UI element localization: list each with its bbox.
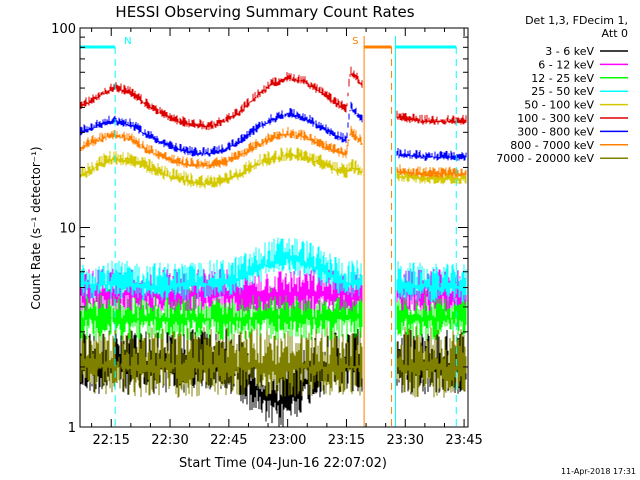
legend-header-line2: Att 0 (602, 27, 628, 40)
legend-label-2: 12 - 25 keV (531, 72, 594, 85)
series-25-50-kev-post-saa (396, 261, 467, 303)
series-100-300-kev-post-saa (396, 110, 467, 125)
legend-label-3: 25 - 50 keV (531, 85, 594, 98)
legend-label-6: 300 - 800 keV (517, 125, 594, 138)
x-tick-label-0: 22:15 (92, 433, 129, 448)
legend-header-line1: Det 1,3, FDecim 1, (525, 14, 628, 27)
series-800-7000-kev-post-saa (396, 164, 467, 178)
x-tick-label-6: 23:45 (445, 433, 482, 448)
legend-label-1: 6 - 12 keV (538, 58, 594, 71)
y-tick-label-2: 100 (51, 22, 76, 37)
saa-label: S (352, 36, 358, 47)
series-7000-20000-kev-pre-saa (80, 327, 363, 398)
x-tick-label-3: 23:00 (269, 433, 306, 448)
chart-title: HESSI Observing Summary Count Rates (115, 3, 414, 21)
series-25-50-kev-pre-saa (80, 237, 363, 301)
y-tick-label-0: 1 (68, 421, 76, 436)
night-label: N (124, 36, 131, 47)
plot-timestamp: 11-Apr-2018 17:31 (561, 467, 636, 476)
legend-label-4: 50 - 100 keV (524, 99, 594, 112)
series-300-800-kev-pre-saa (80, 101, 363, 157)
legend-label-0: 3 - 6 keV (545, 45, 594, 58)
x-tick-label-5: 23:30 (387, 433, 424, 448)
axes: 1 10 100 22:15 22:30 22:45 23:00 23:15 23:30 23:4… (51, 22, 483, 448)
series-300-800-kev-post-saa (396, 148, 467, 161)
x-tick-label-2: 22:45 (210, 433, 247, 448)
series-800-7000-kev-pre-saa (80, 125, 363, 170)
series-100-300-kev-pre-saa (80, 66, 363, 131)
x-tick-label-4: 23:15 (328, 433, 365, 448)
series-12-25-kev-pre-saa (80, 286, 363, 341)
saa-gap (362, 29, 397, 426)
series-50-100-kev-pre-saa (80, 147, 363, 189)
legend-label-7: 800 - 7000 keV (510, 139, 594, 152)
series-12-25-kev-post-saa (396, 286, 467, 341)
y-tick-label-1: 10 (59, 222, 76, 237)
series-traces (80, 66, 467, 427)
y-axis-label: Count Rate (s⁻¹ detector⁻¹) (29, 146, 43, 309)
x-tick-label-1: 22:30 (151, 433, 188, 448)
x-axis-label: Start Time (04-Jun-16 22:07:02) (179, 456, 387, 471)
legend-label-8: 7000 - 20000 keV (496, 152, 594, 165)
legend-label-5: 100 - 300 keV (517, 112, 594, 125)
series-7000-20000-kev-post-saa (396, 326, 467, 398)
